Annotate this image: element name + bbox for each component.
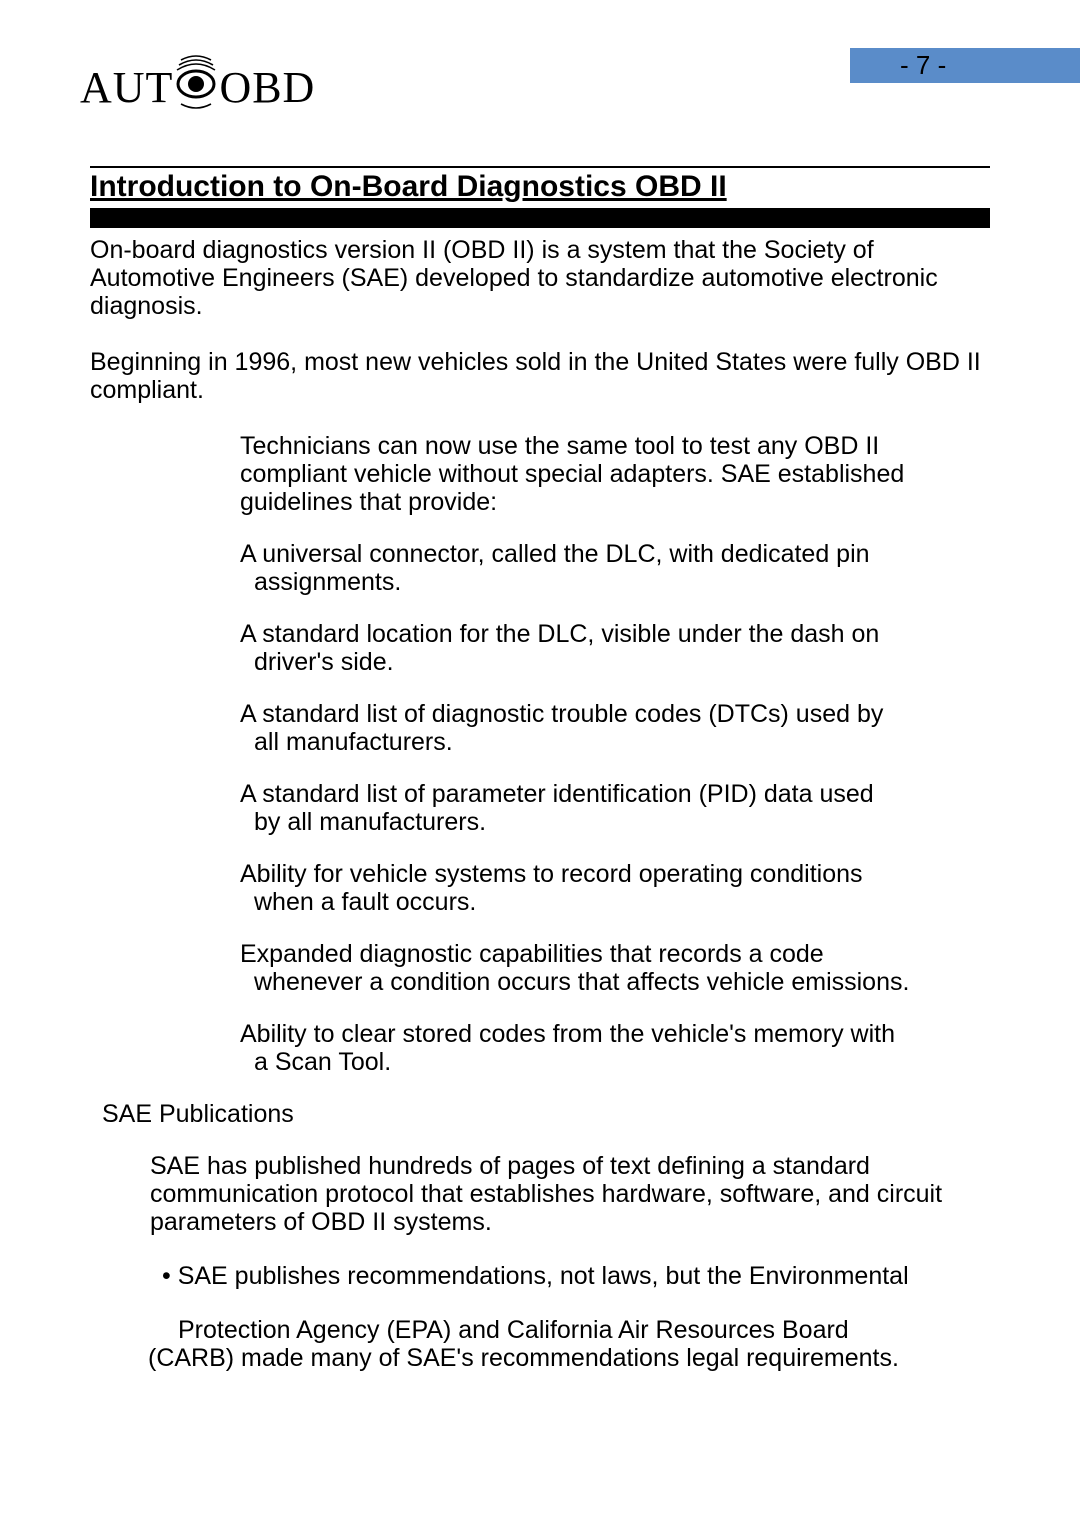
list-item-line1: Ability to clear stored codes from the v…	[240, 1020, 970, 1048]
brand-logo: AUT OBD	[80, 50, 315, 125]
list-item-line1: Expanded diagnostic capabilities that re…	[240, 940, 970, 968]
page-number: - 7 -	[900, 50, 946, 81]
list-item: Expanded diagnostic capabilities that re…	[240, 940, 970, 996]
list-item-line2: when a fault occurs.	[240, 888, 970, 916]
list-item: A standard list of parameter identificat…	[240, 780, 970, 836]
list-item-line2: all manufacturers.	[240, 728, 970, 756]
subheading-sae: SAE Publications	[102, 1100, 990, 1128]
paragraph-technicians: Technicians can now use the same tool to…	[240, 432, 970, 516]
paragraph-1996: Beginning in 1996, most new vehicles sol…	[90, 348, 990, 404]
bullet-line: • SAE publishes recommendations, not law…	[162, 1262, 972, 1290]
list-item-line1: A standard list of parameter identificat…	[240, 780, 970, 808]
list-item-line2: a Scan Tool.	[240, 1048, 970, 1076]
logo-text-left: AUT	[80, 62, 173, 113]
list-item-line2: whenever a condition occurs that affects…	[240, 968, 970, 996]
bullet-cont-line1: Protection Agency (EPA) and California A…	[148, 1316, 978, 1344]
list-item-line1: A standard location for the DLC, visible…	[240, 620, 970, 648]
logo-text-right: OBD	[219, 62, 315, 113]
list-item-line1: A standard list of diagnostic trouble co…	[240, 700, 970, 728]
section-title: Introduction to On-Board Diagnostics OBD…	[90, 170, 727, 204]
title-underline-bar	[90, 208, 990, 228]
paragraph-sae-pub: SAE has published hundreds of pages of t…	[150, 1152, 950, 1236]
list-item: A universal connector, called the DLC, w…	[240, 540, 970, 596]
list-item: A standard list of diagnostic trouble co…	[240, 700, 970, 756]
page-number-bar: - 7 -	[850, 48, 1080, 83]
bullet-cont-line2: (CARB) made many of SAE's recommendation…	[148, 1344, 978, 1372]
list-item: Ability for vehicle systems to record op…	[240, 860, 970, 916]
bullet-continuation: Protection Agency (EPA) and California A…	[148, 1316, 978, 1372]
list-item-line1: A universal connector, called the DLC, w…	[240, 540, 970, 568]
list-item: Ability to clear stored codes from the v…	[240, 1020, 970, 1076]
divider-line	[90, 166, 990, 168]
list-item-line1: Ability for vehicle systems to record op…	[240, 860, 970, 888]
body-content: On-board diagnostics version II (OBD II)…	[90, 236, 990, 1372]
list-item-line2: by all manufacturers.	[240, 808, 970, 836]
paragraph-intro: On-board diagnostics version II (OBD II)…	[90, 236, 990, 320]
list-item: A standard location for the DLC, visible…	[240, 620, 970, 676]
list-item-line2: driver's side.	[240, 648, 970, 676]
logo-eye-icon	[175, 50, 217, 125]
list-item-line2: assignments.	[240, 568, 970, 596]
